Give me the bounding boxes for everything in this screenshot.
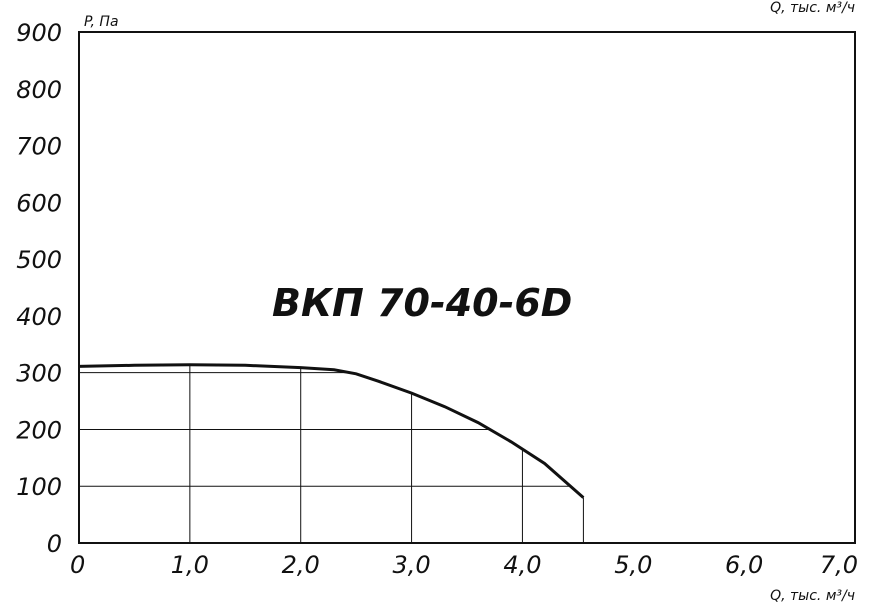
y-tick-label: 600	[16, 189, 62, 217]
x-axis-label-top: Q, тыс. м³/ч	[770, 0, 855, 16]
x-tick-labels: 0 1,0 2,0 3,0 4,0 5,0 6,0 7,0	[70, 551, 858, 579]
x-tick-label: 4,0	[503, 551, 541, 579]
series-curve	[78, 363, 585, 499]
x-tick-label: 3,0	[392, 551, 430, 579]
y-tick-label: 400	[16, 303, 62, 331]
plot-frame	[78, 31, 856, 544]
x-tick-label: 5,0	[614, 551, 652, 579]
x-tick-label: 6,0	[725, 551, 763, 579]
grid	[79, 364, 584, 543]
y-tick-label: 200	[16, 416, 62, 444]
x-tick-label: 1,0	[171, 551, 209, 579]
x-tick-label: 2,0	[282, 551, 320, 579]
y-tick-label: 500	[16, 246, 62, 274]
y-tick-label: 300	[16, 360, 62, 388]
x-tick-label: 7,0	[820, 551, 858, 579]
y-tick-label: 700	[16, 133, 62, 161]
y-tick-label: 0	[47, 530, 62, 558]
y-tick-label: 900	[16, 19, 62, 47]
y-tick-label: 100	[16, 473, 62, 501]
x-tick-label: 0	[70, 551, 85, 579]
x-axis-label: Q, тыс. м³/ч	[770, 588, 855, 603]
y-axis-label: P, Па	[84, 14, 119, 30]
y-tick-label: 800	[16, 76, 62, 104]
y-tick-labels: 0 100 200 300 400 500 600 700 800 900	[16, 19, 62, 558]
chart-title: ВКП 70-40-6D	[272, 281, 572, 325]
